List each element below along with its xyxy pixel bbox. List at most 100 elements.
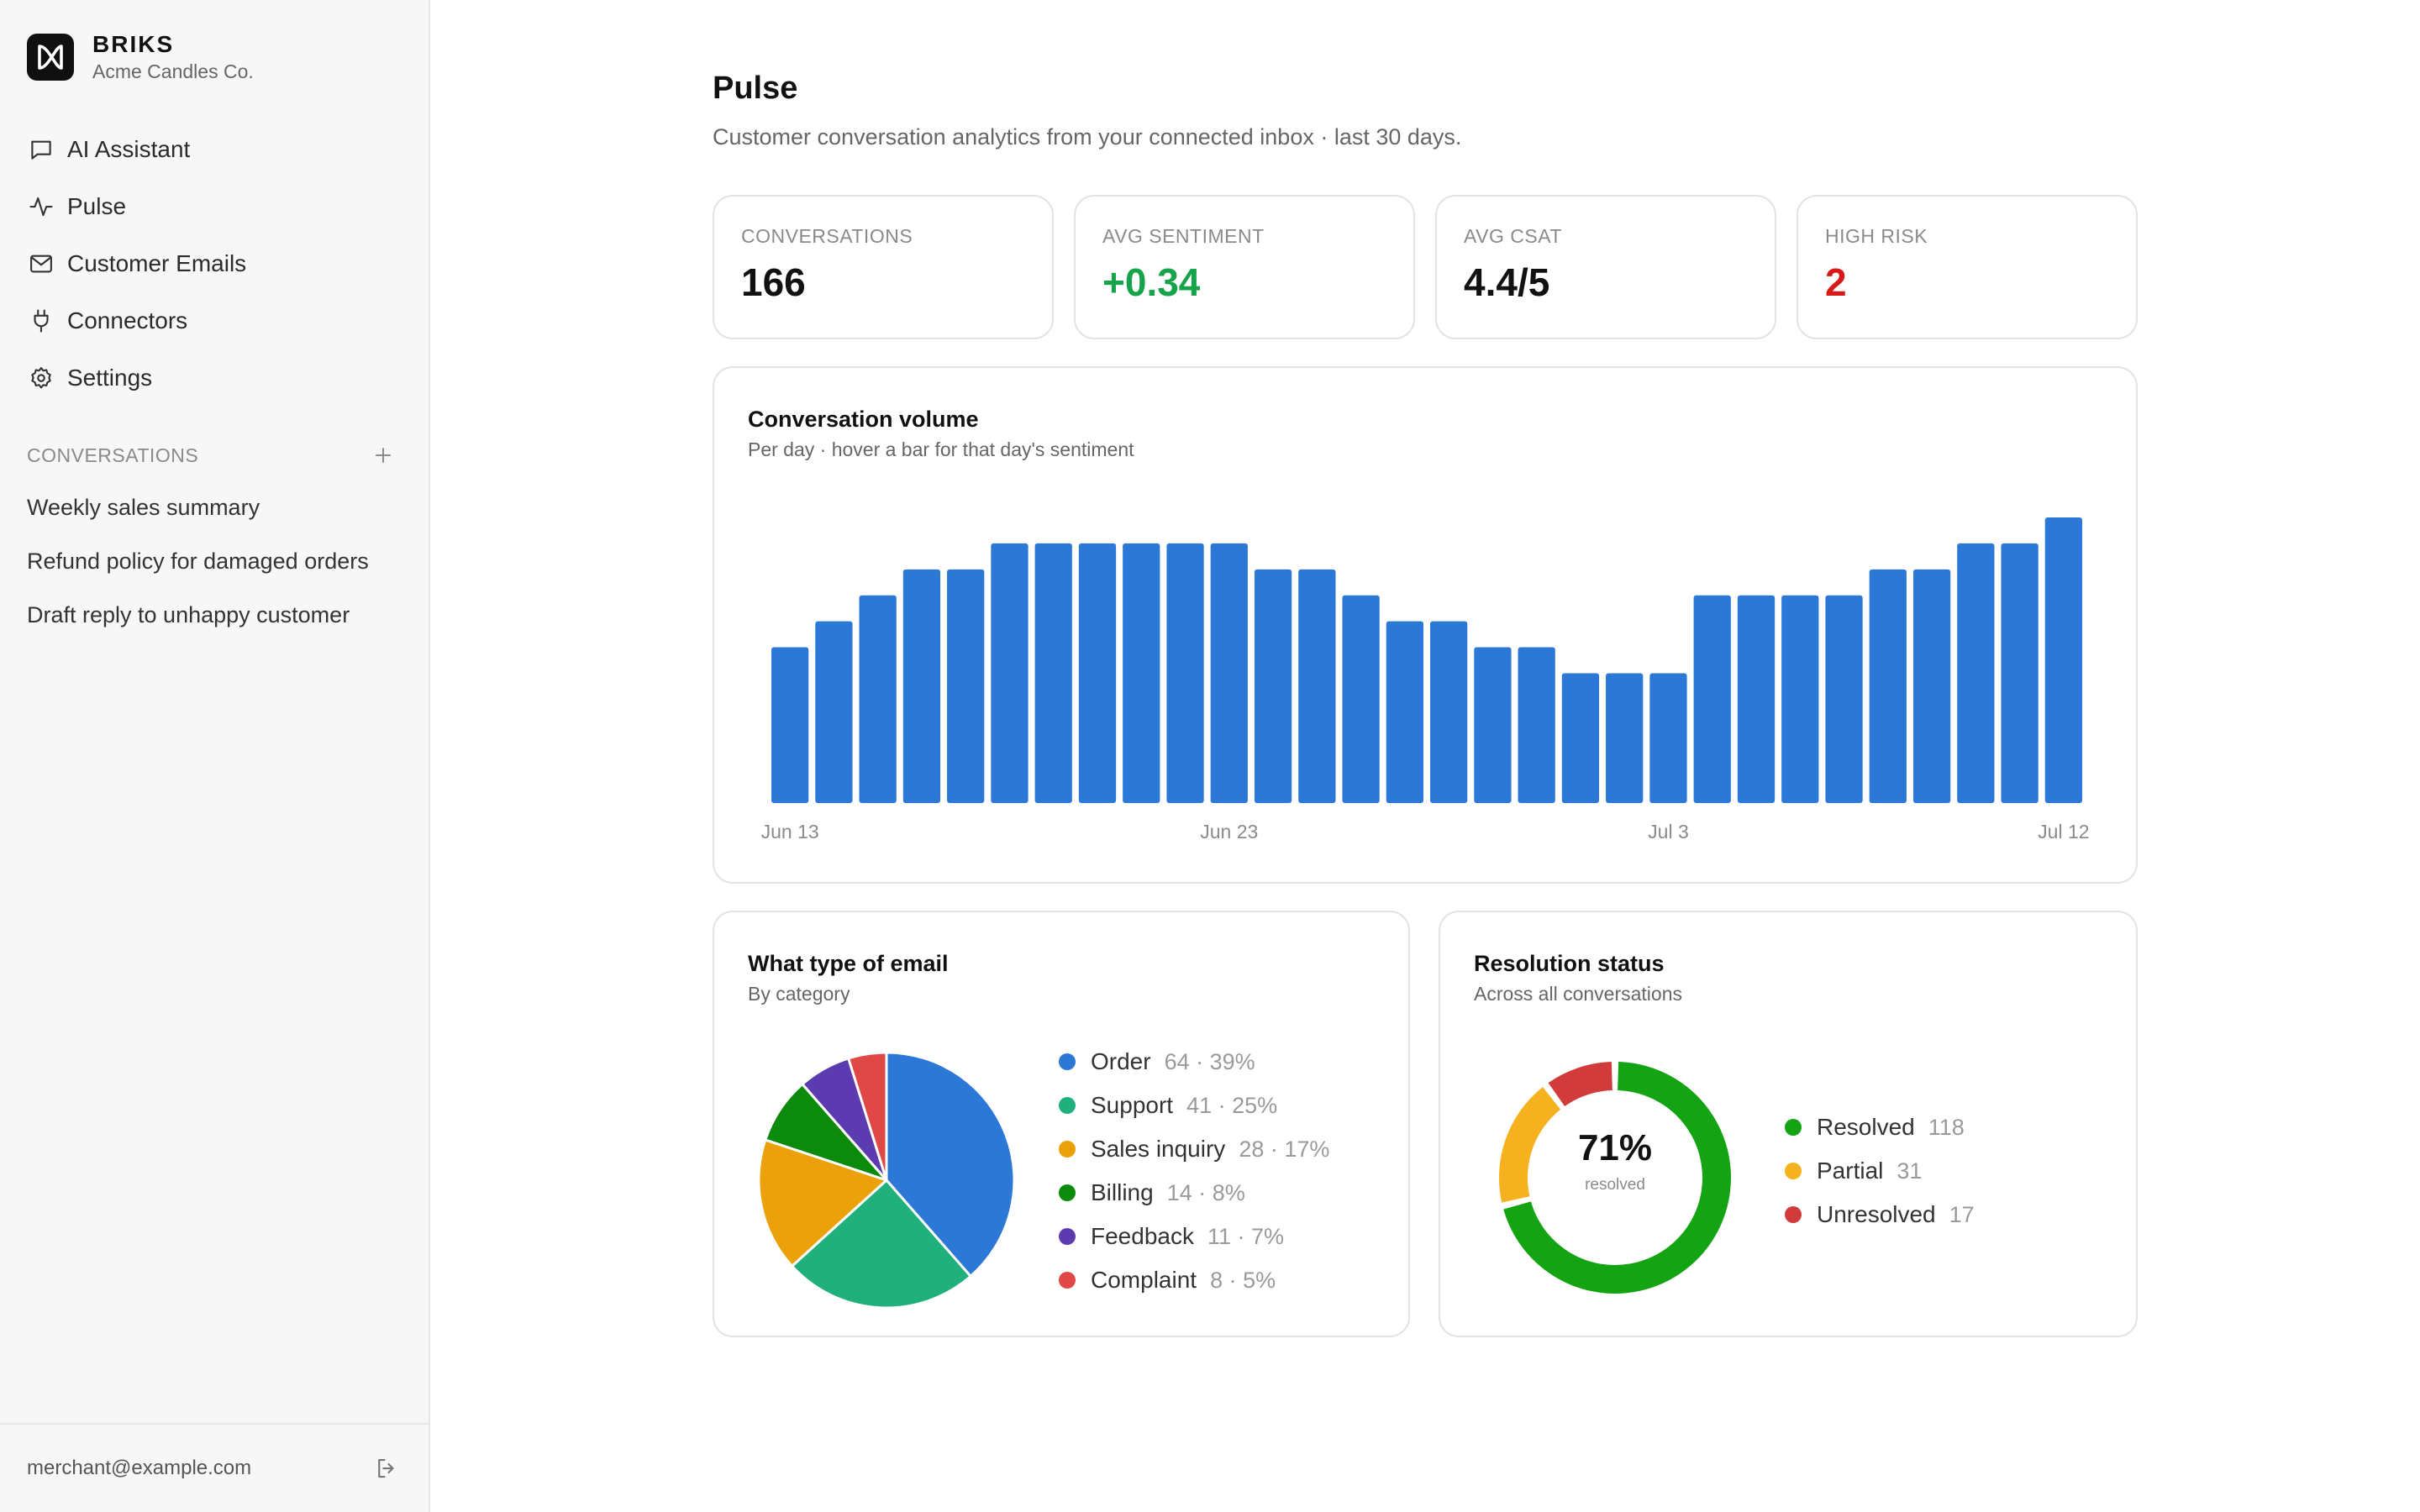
volume-bar[interactable] bbox=[1869, 569, 1907, 803]
card-subtitle: Across all conversations bbox=[1474, 983, 1682, 1005]
kpi-value: 2 bbox=[1825, 260, 1847, 304]
legend-label: Resolved bbox=[1817, 1114, 1915, 1140]
donut-segment-unresolved[interactable] bbox=[1548, 1062, 1612, 1106]
legend-swatch bbox=[1785, 1163, 1802, 1179]
sidebar-item-label: AI Assistant bbox=[67, 136, 191, 162]
volume-bar[interactable] bbox=[1693, 595, 1731, 803]
volume-bar[interactable] bbox=[1518, 647, 1555, 803]
volume-bar[interactable] bbox=[2001, 543, 2039, 803]
donut-segment-partial[interactable] bbox=[1499, 1087, 1561, 1203]
resolution-legend: Resolved 118 Partial 31 Unresolved 17 bbox=[1785, 1105, 1975, 1236]
legend-item: Sales inquiry 28 · 17% bbox=[1059, 1127, 1329, 1171]
card-title: Resolution status bbox=[1474, 951, 1665, 976]
kpi-label: AVG SENTIMENT bbox=[1102, 225, 1265, 247]
sidebar-item-customer-emails[interactable]: Customer Emails bbox=[27, 235, 403, 292]
pie-slice-complaint[interactable] bbox=[847, 1051, 888, 1182]
volume-bar[interactable] bbox=[771, 647, 809, 803]
x-tick-label: Jul 12 bbox=[2038, 821, 2089, 843]
sidebar-item-ai-assistant[interactable]: AI Assistant bbox=[27, 121, 403, 178]
volume-bar[interactable] bbox=[1474, 647, 1512, 803]
brand-name: BRIKS bbox=[92, 31, 175, 57]
volume-bar[interactable] bbox=[1912, 569, 1951, 803]
sidebar-item-pulse[interactable]: Pulse bbox=[27, 178, 403, 235]
pie-slice-order[interactable] bbox=[885, 1051, 1016, 1278]
card-subtitle: Per day · hover a bar for that day's sen… bbox=[748, 438, 1134, 460]
volume-bar[interactable] bbox=[1386, 621, 1423, 803]
volume-bar[interactable] bbox=[1078, 543, 1117, 803]
sidebar-item-label: Customer Emails bbox=[67, 250, 247, 276]
volume-bar[interactable] bbox=[1649, 673, 1687, 803]
brand[interactable]: BRIKS Acme Candles Co. bbox=[27, 30, 254, 84]
volume-bar[interactable] bbox=[1561, 673, 1600, 803]
volume-bar[interactable] bbox=[2044, 517, 2082, 803]
logout-icon[interactable] bbox=[371, 1453, 402, 1483]
kpi-value: 4.4/5 bbox=[1464, 260, 1550, 304]
email-type-card: What type of email By category Order 64 … bbox=[713, 911, 1410, 1337]
legend-swatch bbox=[1059, 1184, 1076, 1201]
legend-value: 11 · 7% bbox=[1207, 1223, 1285, 1249]
legend-label: Complaint bbox=[1091, 1267, 1197, 1293]
volume-bar[interactable] bbox=[1123, 543, 1160, 803]
volume-bar[interactable] bbox=[1957, 543, 1995, 803]
kpi-card-avg-sentiment: AVG SENTIMENT +0.34 bbox=[1074, 195, 1415, 339]
volume-bar[interactable] bbox=[991, 543, 1028, 803]
sidebar-item-label: Connectors bbox=[67, 307, 188, 333]
volume-bar[interactable] bbox=[1034, 543, 1072, 803]
legend-swatch bbox=[1059, 1228, 1076, 1245]
legend-value: 31 bbox=[1897, 1158, 1923, 1184]
card-title: Conversation volume bbox=[748, 407, 979, 432]
legend-label: Order bbox=[1091, 1048, 1151, 1074]
pie-slice-support[interactable] bbox=[791, 1179, 972, 1310]
page-title: Pulse bbox=[713, 71, 798, 106]
donut-center: 71% resolved bbox=[1531, 1127, 1699, 1194]
kpi-row: CONVERSATIONS 166 AVG SENTIMENT +0.34 AV… bbox=[713, 195, 2138, 339]
legend-label: Feedback bbox=[1091, 1223, 1194, 1249]
sidebar: BRIKS Acme Candles Co. AI Assistant bbox=[0, 0, 430, 1512]
legend-label: Billing bbox=[1091, 1179, 1154, 1205]
legend-item: Feedback 11 · 7% bbox=[1059, 1215, 1329, 1258]
sidebar-item-connectors[interactable]: Connectors bbox=[27, 292, 403, 349]
conversation-list: Weekly sales summary Refund policy for d… bbox=[27, 480, 413, 642]
legend-value: 8 · 5% bbox=[1210, 1267, 1276, 1293]
conversations-header: CONVERSATIONS bbox=[27, 440, 397, 470]
volume-bar[interactable] bbox=[1210, 543, 1248, 803]
legend-value: 41 · 25% bbox=[1186, 1092, 1278, 1118]
volume-bar[interactable] bbox=[1606, 673, 1644, 803]
legend-item: Partial 31 bbox=[1785, 1149, 1975, 1193]
card-subtitle: By category bbox=[748, 983, 850, 1005]
resolved-caption: resolved bbox=[1585, 1176, 1645, 1194]
legend-label: Support bbox=[1091, 1092, 1174, 1118]
pie-slice-sales-inquiry[interactable] bbox=[757, 1138, 888, 1268]
kpi-label: AVG CSAT bbox=[1464, 225, 1562, 247]
conversation-item[interactable]: Refund policy for damaged orders bbox=[27, 548, 369, 574]
plug-icon bbox=[27, 307, 55, 335]
volume-bar[interactable] bbox=[1825, 595, 1863, 803]
legend-value: 28 · 17% bbox=[1239, 1136, 1330, 1162]
volume-bar[interactable] bbox=[902, 569, 941, 803]
sidebar-item-label: Pulse bbox=[67, 193, 127, 219]
mail-icon bbox=[27, 249, 55, 278]
volume-bar[interactable] bbox=[859, 595, 897, 803]
conversation-item[interactable]: Draft reply to unhappy customer bbox=[27, 601, 350, 627]
volume-bar[interactable] bbox=[1342, 595, 1380, 803]
user-email: merchant@example.com bbox=[27, 1457, 252, 1479]
kpi-value: 166 bbox=[741, 260, 806, 304]
brand-org: Acme Candles Co. bbox=[92, 60, 254, 82]
volume-bar[interactable] bbox=[1166, 543, 1204, 803]
conversation-item[interactable]: Weekly sales summary bbox=[27, 494, 260, 520]
resolution-donut-chart bbox=[1499, 1062, 1731, 1294]
volume-bar[interactable] bbox=[1430, 621, 1468, 803]
activity-icon bbox=[27, 192, 55, 221]
sidebar-item-settings[interactable]: Settings bbox=[27, 349, 403, 407]
volume-bar[interactable] bbox=[1737, 595, 1776, 803]
volume-bar[interactable] bbox=[815, 621, 853, 803]
volume-bar[interactable] bbox=[1781, 595, 1819, 803]
volume-bar[interactable] bbox=[1254, 569, 1292, 803]
legend-swatch bbox=[1059, 1141, 1076, 1158]
volume-bar[interactable] bbox=[947, 569, 985, 803]
legend-swatch bbox=[1059, 1272, 1076, 1289]
plus-icon[interactable] bbox=[370, 442, 397, 469]
legend-value: 118 bbox=[1928, 1114, 1965, 1140]
kpi-value: +0.34 bbox=[1102, 260, 1201, 304]
volume-bar[interactable] bbox=[1298, 569, 1336, 803]
